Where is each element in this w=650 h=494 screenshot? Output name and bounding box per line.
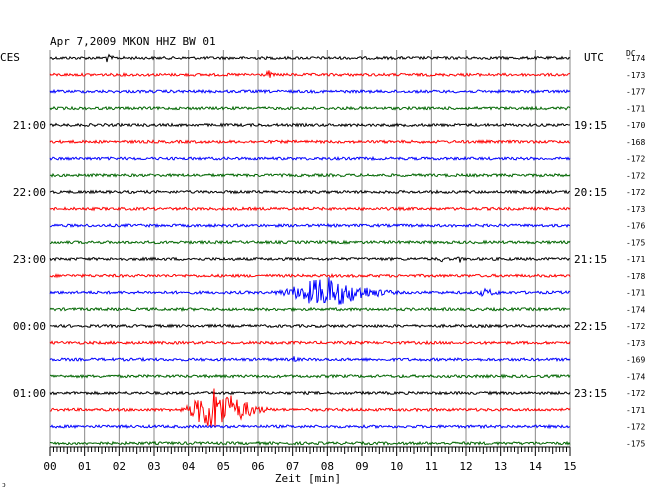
left-hour-label: 22:00	[13, 186, 46, 199]
x-tick-label: 14	[529, 460, 543, 473]
time-grid	[49, 50, 571, 447]
dc-offset-label: -172	[626, 188, 645, 197]
trace-row	[49, 139, 571, 145]
trace-row	[49, 277, 571, 305]
trace-row	[49, 340, 571, 346]
dc-offset-label: -171	[626, 255, 645, 264]
dc-offset-label: -168	[626, 138, 645, 147]
trace-row	[49, 105, 571, 111]
left-hour-label: 01:00	[13, 387, 46, 400]
dc-offset-label: -173	[626, 205, 645, 214]
trace-row	[49, 423, 571, 430]
trace-row	[49, 69, 571, 78]
trace-row	[49, 88, 571, 95]
trace-row	[49, 222, 571, 229]
x-tick-label: 02	[113, 460, 126, 473]
row-labels: -174 -173 -177 -171 -170 -168 -172 -172 -172 -173…	[13, 54, 646, 448]
dc-offset-label: -175	[626, 439, 645, 448]
x-tick-label: 03	[147, 460, 160, 473]
trace-row	[49, 239, 571, 245]
trace-row	[49, 53, 571, 63]
right-hour-label: 21:15	[574, 253, 607, 266]
chart-title: Apr 7,2009 MKON HHZ BW 01	[50, 35, 216, 48]
dc-offset-label: -174	[626, 54, 645, 63]
dc-offset-label: -171	[626, 104, 645, 113]
trace-row	[49, 155, 571, 162]
dc-offset-label: -172	[626, 389, 645, 398]
right-hour-label: 20:15	[574, 186, 607, 199]
trace-row	[49, 273, 571, 279]
trace-row	[49, 388, 571, 428]
x-tick-label: 01	[78, 460, 91, 473]
trace-row	[49, 172, 571, 178]
dc-offset-label: -172	[626, 171, 645, 180]
x-tick-label: 12	[459, 460, 472, 473]
right-hour-label: 19:15	[574, 119, 607, 132]
right-hour-label: 22:15	[574, 320, 607, 333]
x-tick-label: 10	[390, 460, 403, 473]
dc-offset-label: -172	[626, 155, 645, 164]
dc-offset-label: -174	[626, 305, 645, 314]
dc-offset-label: -177	[626, 88, 645, 97]
dc-offset-label: -172	[626, 423, 645, 432]
trace-row	[49, 206, 571, 212]
dc-offset-label: -174	[626, 372, 645, 381]
right-timezone-label: UTC	[584, 51, 604, 64]
corner-mark: ↄ	[2, 480, 6, 489]
x-tick-label: 06	[251, 460, 264, 473]
x-tick-label: 07	[286, 460, 299, 473]
dc-offset-label: -172	[626, 322, 645, 331]
dc-offset-label: -170	[626, 121, 645, 130]
x-tick-label: 05	[217, 460, 230, 473]
trace-row	[49, 373, 571, 380]
dc-offset-label: -175	[626, 238, 645, 247]
trace-row	[49, 390, 571, 396]
x-tick-label: 15	[563, 460, 576, 473]
trace-row	[49, 122, 571, 128]
trace-row	[49, 306, 571, 312]
trace-row	[49, 256, 571, 263]
x-tick-label: 09	[355, 460, 368, 473]
x-tick-label: 11	[425, 460, 438, 473]
left-hour-label: 21:00	[13, 119, 46, 132]
x-tick-label: 13	[494, 460, 507, 473]
dc-offset-label: -173	[626, 339, 645, 348]
left-hour-label: 00:00	[13, 320, 46, 333]
trace-row	[49, 323, 571, 329]
dc-offset-label: -176	[626, 222, 645, 231]
x-axis: 00 01 02 03 04 05 06 07 08 09 10 11 12 13 14 15	[43, 446, 577, 473]
dc-offset-label: -173	[626, 71, 645, 80]
right-hour-label: 23:15	[574, 387, 607, 400]
x-axis-label: Zeit [min]	[275, 472, 341, 485]
dc-offset-label: -171	[626, 406, 645, 415]
dc-offset-label: -178	[626, 272, 645, 281]
left-timezone-label: CES	[0, 51, 20, 64]
seismic-traces	[49, 53, 571, 446]
trace-row	[49, 440, 571, 446]
left-hour-label: 23:00	[13, 253, 46, 266]
x-tick-label: 04	[182, 460, 196, 473]
trace-row	[49, 356, 571, 363]
dc-offset-header: DC	[626, 49, 636, 58]
trace-row	[49, 189, 571, 195]
x-tick-label: 08	[321, 460, 334, 473]
dc-offset-label: -169	[626, 356, 645, 365]
x-tick-label: 00	[43, 460, 56, 473]
dc-offset-label: -171	[626, 289, 645, 298]
